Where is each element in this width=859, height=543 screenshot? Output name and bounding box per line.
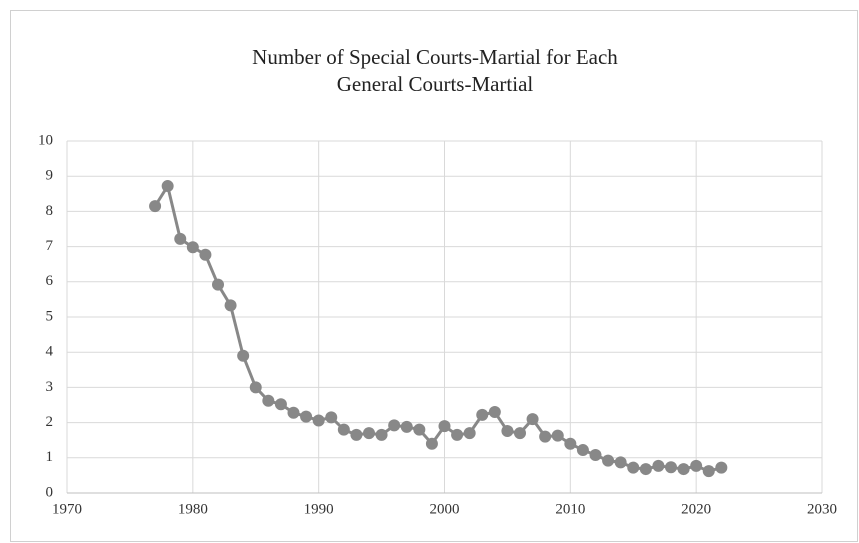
chart-border	[10, 10, 858, 542]
y-tick-label: 1	[46, 449, 54, 465]
x-tick-label: 1970	[52, 501, 82, 517]
data-point	[186, 241, 199, 254]
data-point	[639, 463, 652, 476]
series-line	[153, 182, 722, 473]
data-point	[627, 461, 640, 474]
data-point	[237, 349, 250, 362]
data-point	[262, 394, 275, 407]
y-tick-label: 0	[46, 484, 54, 500]
y-tick-label: 10	[38, 132, 53, 148]
data-point	[300, 410, 313, 423]
data-point	[514, 427, 526, 440]
y-tick-label: 9	[46, 168, 54, 184]
data-point	[488, 406, 501, 419]
x-tick-label: 2010	[555, 501, 585, 517]
data-point	[199, 248, 212, 261]
data-point	[174, 232, 187, 245]
data-point	[363, 427, 375, 440]
data-point	[576, 444, 589, 457]
data-point	[413, 423, 426, 436]
chart-title: Number of Special Courts-Martial for Eac…	[252, 45, 618, 69]
data-point	[312, 414, 325, 427]
y-tick-label: 3	[46, 379, 54, 395]
y-tick-label: 4	[46, 344, 54, 360]
data-point	[602, 454, 615, 467]
data-point	[652, 459, 665, 472]
data-point	[400, 420, 413, 433]
data-point	[702, 465, 715, 478]
y-tick-label: 6	[46, 273, 54, 289]
data-point	[564, 437, 577, 450]
y-tick-label: 5	[46, 308, 54, 324]
data-point	[715, 461, 728, 474]
data-point	[149, 200, 162, 213]
data-point	[425, 437, 438, 450]
data-point	[161, 180, 174, 193]
chart-title: General Courts-Martial	[337, 72, 534, 96]
data-point	[539, 430, 552, 443]
data-point	[350, 428, 363, 441]
data-point	[501, 425, 514, 438]
data-point	[551, 429, 564, 442]
x-tick-label: 2020	[681, 501, 711, 517]
data-point	[212, 278, 224, 291]
data-point	[476, 408, 489, 421]
data-point	[388, 419, 401, 432]
data-point	[224, 299, 237, 312]
x-tick-label: 2000	[430, 501, 460, 517]
y-tick-label: 2	[46, 414, 54, 430]
y-tick-label: 8	[46, 203, 54, 219]
data-point	[325, 411, 338, 424]
x-tick-label: 2030	[807, 501, 837, 517]
data-point	[438, 420, 451, 433]
data-point	[375, 428, 388, 441]
data-point	[463, 427, 476, 440]
data-point	[274, 398, 287, 411]
data-point	[526, 413, 539, 426]
data-point	[665, 461, 677, 474]
data-point	[589, 448, 602, 461]
x-tick-label: 1980	[178, 501, 208, 517]
data-point	[690, 459, 703, 472]
y-tick-label: 7	[46, 238, 54, 254]
data-point	[614, 456, 627, 469]
data-point	[677, 463, 690, 476]
data-point	[287, 406, 300, 419]
x-tick-label: 1990	[304, 501, 334, 517]
data-point	[451, 428, 464, 441]
data-point	[337, 423, 350, 436]
data-point	[249, 381, 262, 394]
